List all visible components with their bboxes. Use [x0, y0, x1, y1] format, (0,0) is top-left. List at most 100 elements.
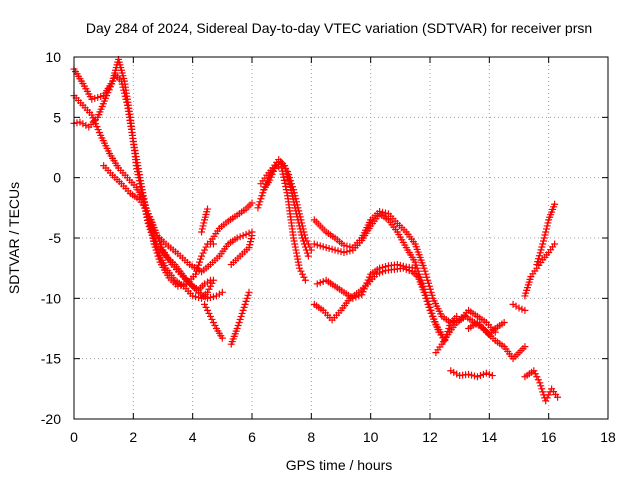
- series-track-e: [144, 210, 217, 290]
- data-point: [313, 280, 321, 288]
- data-point: [453, 312, 461, 320]
- data-point: [197, 255, 205, 263]
- data-point: [206, 276, 214, 284]
- data-point: [518, 305, 526, 313]
- data-point: [174, 282, 182, 290]
- x-tick-label: 0: [70, 429, 78, 445]
- data-point: [521, 343, 529, 351]
- data-point: [257, 195, 265, 203]
- data-point: [379, 208, 387, 216]
- series-track-w: [533, 200, 559, 269]
- data-point: [202, 243, 210, 251]
- data-point: [154, 252, 162, 260]
- data-point: [122, 95, 130, 103]
- data-point: [82, 121, 90, 129]
- series-track-p: [310, 264, 446, 339]
- data-point: [542, 397, 550, 405]
- data-point: [421, 291, 429, 299]
- data-point: [211, 321, 219, 329]
- data-point: [298, 234, 306, 242]
- data-point: [278, 167, 286, 175]
- data-point: [281, 179, 289, 187]
- x-tick-label: 10: [363, 429, 379, 445]
- series-track-x: [521, 367, 562, 405]
- data-point: [97, 93, 105, 101]
- data-point: [244, 291, 252, 299]
- data-point: [209, 318, 217, 326]
- data-point: [205, 285, 213, 293]
- data-point: [540, 234, 548, 242]
- data-point: [204, 288, 211, 296]
- data-point: [292, 207, 300, 215]
- data-point: [287, 186, 295, 194]
- data-point: [202, 303, 210, 311]
- data-point: [245, 244, 253, 252]
- data-point: [293, 210, 300, 218]
- x-tick-label: 18: [600, 429, 616, 445]
- data-point: [301, 243, 309, 251]
- data-point: [396, 261, 404, 269]
- data-point: [141, 204, 149, 212]
- data-point: [488, 372, 496, 380]
- data-point: [295, 219, 303, 227]
- data-point: [233, 325, 241, 332]
- data-point: [119, 83, 127, 91]
- data-point: [468, 371, 476, 379]
- data-point: [543, 394, 551, 402]
- data-point: [208, 315, 216, 323]
- series-track-l: [257, 156, 312, 260]
- data-point: [241, 300, 249, 308]
- data-point: [120, 86, 128, 94]
- data-point: [242, 297, 250, 305]
- y-tick-label: -20: [41, 411, 61, 427]
- data-point: [123, 98, 131, 106]
- data-point: [428, 291, 436, 299]
- data-point: [325, 244, 333, 252]
- data-point: [294, 216, 302, 224]
- data-point: [280, 176, 288, 184]
- data-point: [242, 230, 250, 238]
- data-point: [450, 368, 458, 376]
- data-point: [153, 249, 161, 257]
- data-point: [259, 189, 267, 197]
- data-point: [247, 235, 255, 243]
- x-tick-label: 14: [482, 429, 498, 445]
- data-point: [248, 232, 256, 240]
- data-point: [300, 240, 308, 248]
- data-point: [280, 173, 288, 181]
- data-point: [234, 321, 242, 329]
- data-point: [201, 300, 209, 308]
- data-point: [278, 164, 286, 172]
- data-point: [295, 264, 303, 272]
- data-point: [447, 367, 455, 375]
- data-point: [143, 207, 151, 215]
- data-point: [91, 94, 99, 102]
- series-track-b: [70, 71, 226, 302]
- data-point: [297, 228, 305, 236]
- data-point: [542, 228, 550, 236]
- y-tick-label: -15: [41, 351, 61, 367]
- data-point: [204, 306, 211, 314]
- y-axis-label: SDTVAR / TECUs: [6, 182, 22, 294]
- data-point: [193, 267, 201, 275]
- data-point: [303, 249, 311, 257]
- data-point: [322, 244, 330, 252]
- grid: [74, 57, 608, 419]
- data-point: [150, 240, 158, 248]
- data-point: [279, 170, 287, 178]
- data-point: [198, 228, 206, 236]
- y-tick-label: -5: [49, 230, 62, 246]
- data-point: [283, 189, 291, 197]
- data-point: [551, 240, 559, 248]
- data-point: [543, 222, 551, 230]
- x-tick-label: 6: [248, 429, 256, 445]
- series-track-g: [198, 205, 211, 236]
- data-point: [319, 243, 327, 251]
- data-point: [301, 276, 309, 284]
- data-point: [316, 279, 324, 287]
- data-point: [422, 270, 430, 278]
- data-point: [239, 232, 247, 240]
- data-point: [282, 186, 290, 194]
- data-point: [201, 246, 209, 254]
